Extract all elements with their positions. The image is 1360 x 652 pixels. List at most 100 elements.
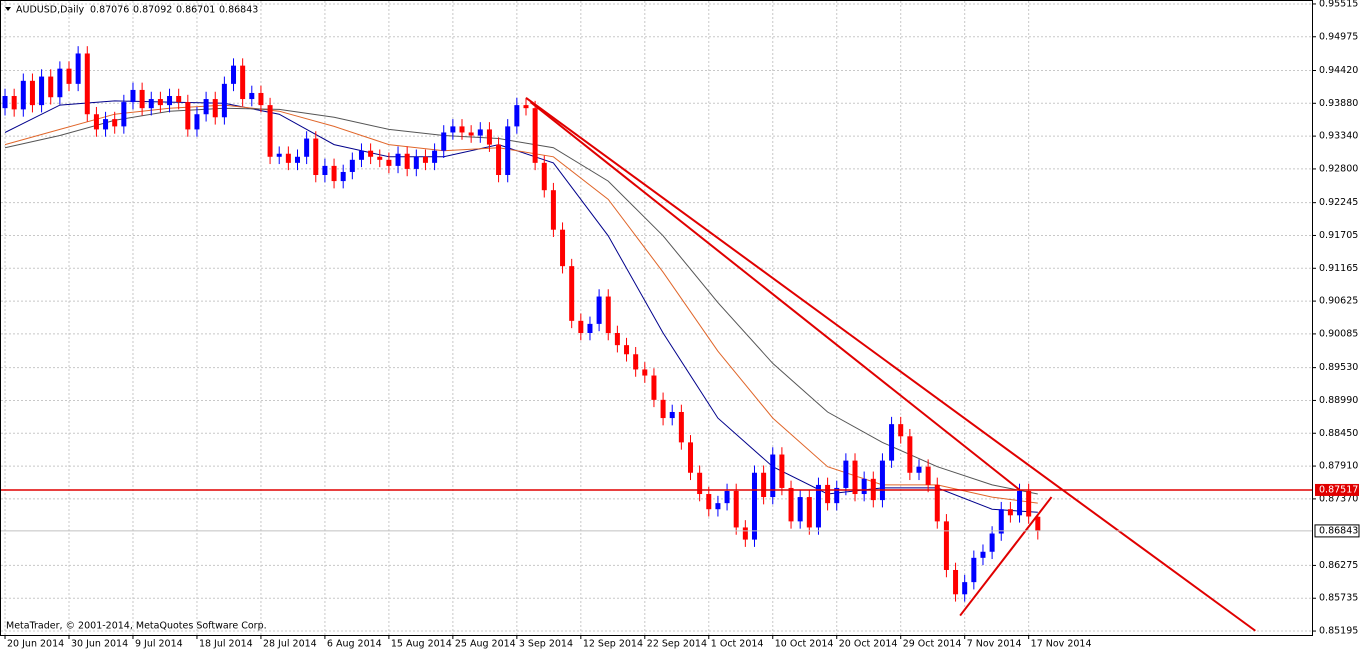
y-tick-label: 0.91165: [1319, 263, 1358, 274]
candle-body: [843, 460, 849, 488]
candle-body: [413, 156, 419, 169]
candle-body: [459, 126, 465, 133]
candle-body: [788, 487, 794, 522]
candle-body: [742, 527, 748, 540]
candle-body: [322, 165, 328, 176]
candle-body: [706, 494, 712, 510]
y-tick-label: 0.88450: [1319, 428, 1358, 439]
candle-body: [103, 119, 109, 130]
candle-body: [84, 53, 90, 115]
candle-body: [587, 323, 593, 333]
candle-body: [432, 150, 438, 163]
candle-body: [806, 497, 812, 528]
candle-body: [176, 96, 182, 103]
plot-frame: [0, 0, 1313, 636]
candle-body: [907, 436, 913, 473]
x-tick-label: 29 Oct 2014: [903, 639, 962, 650]
candle-body: [815, 484, 821, 528]
candle-body: [751, 472, 757, 540]
candle-body: [1026, 490, 1032, 517]
candle-body: [267, 105, 273, 157]
candle-body: [240, 65, 246, 100]
candle-body: [614, 332, 620, 346]
candle-body: [386, 159, 392, 166]
candle-body: [971, 557, 977, 583]
x-tick-label: 10 Oct 2014: [775, 639, 834, 650]
candle-body: [496, 144, 502, 176]
x-tick-label: 22 Sep 2014: [647, 639, 707, 650]
candle-body: [514, 105, 520, 127]
candle-body: [148, 99, 154, 109]
candle-body: [596, 296, 602, 324]
x-tick-label: 25 Aug 2014: [455, 639, 516, 650]
candle-body: [258, 92, 264, 106]
candle-body: [231, 65, 237, 84]
x-tick-label: 28 Jul 2014: [263, 639, 317, 650]
candle-body: [797, 497, 803, 522]
candle-body: [2, 96, 8, 109]
candle-body: [962, 582, 968, 595]
candle-body: [157, 99, 163, 106]
candle-body: [11, 96, 17, 110]
candle-body: [925, 466, 931, 485]
candle-body: [29, 80, 35, 106]
x-tick-label: 6 Aug 2014: [327, 639, 382, 650]
candle-body: [733, 490, 739, 528]
bid-price-box: [1314, 524, 1360, 538]
candle-body: [340, 171, 346, 182]
candle-body: [1007, 509, 1013, 516]
candle-body: [505, 126, 511, 176]
candle-body: [486, 129, 492, 145]
y-tick-label: 0.93340: [1319, 131, 1358, 142]
x-tick-label: 15 Aug 2014: [391, 639, 452, 650]
y-tick-label: 0.86275: [1319, 560, 1358, 571]
candle-body: [450, 126, 456, 133]
candle-body: [651, 375, 657, 400]
candle-body: [331, 165, 337, 182]
candle-body: [825, 484, 831, 504]
candle-body: [66, 68, 72, 84]
candle-body: [422, 156, 428, 163]
level-price-box: [1315, 483, 1359, 496]
candle-body: [678, 411, 684, 443]
menu-triangle[interactable]: [5, 7, 11, 11]
candle-body: [477, 129, 483, 136]
candle-body: [48, 76, 54, 98]
candle-body: [697, 472, 703, 495]
candle-body: [605, 296, 611, 333]
candle-body: [468, 132, 474, 136]
candle-body: [441, 132, 447, 151]
candle-body: [633, 354, 639, 370]
y-tick-label: 0.92800: [1319, 163, 1358, 174]
candle-body: [304, 138, 310, 157]
x-tick-label: 3 Sep 2014: [519, 639, 573, 650]
candle-body: [130, 89, 136, 103]
candle-body: [276, 153, 282, 157]
candle-body: [221, 83, 227, 118]
y-tick-label: 0.94975: [1319, 31, 1358, 42]
candle-body: [167, 96, 173, 106]
y-tick-label: 0.87910: [1319, 461, 1358, 472]
candle-body: [669, 411, 675, 419]
y-tick-label: 0.92245: [1319, 197, 1358, 208]
x-tick-label: 30 Jun 2014: [71, 639, 128, 650]
candle-body: [980, 551, 986, 558]
candle-body: [916, 466, 922, 473]
candle-body: [212, 99, 218, 118]
candle-body: [377, 156, 383, 160]
y-tick-label: 0.85195: [1319, 626, 1358, 637]
candle-body: [889, 424, 895, 461]
candle-body: [879, 460, 885, 501]
candle-body: [989, 533, 995, 552]
candle-body: [642, 369, 648, 376]
y-tick-label: 0.88990: [1319, 395, 1358, 406]
candle-body: [112, 119, 118, 127]
candle-body: [770, 454, 776, 498]
x-tick-label: 17 Nov 2014: [1031, 639, 1092, 650]
ohlc-high: 0.87092: [133, 5, 172, 16]
candle-body: [688, 442, 694, 473]
trend-line: [525, 97, 1256, 632]
candle-body: [898, 424, 904, 437]
candle-body: [395, 153, 401, 166]
